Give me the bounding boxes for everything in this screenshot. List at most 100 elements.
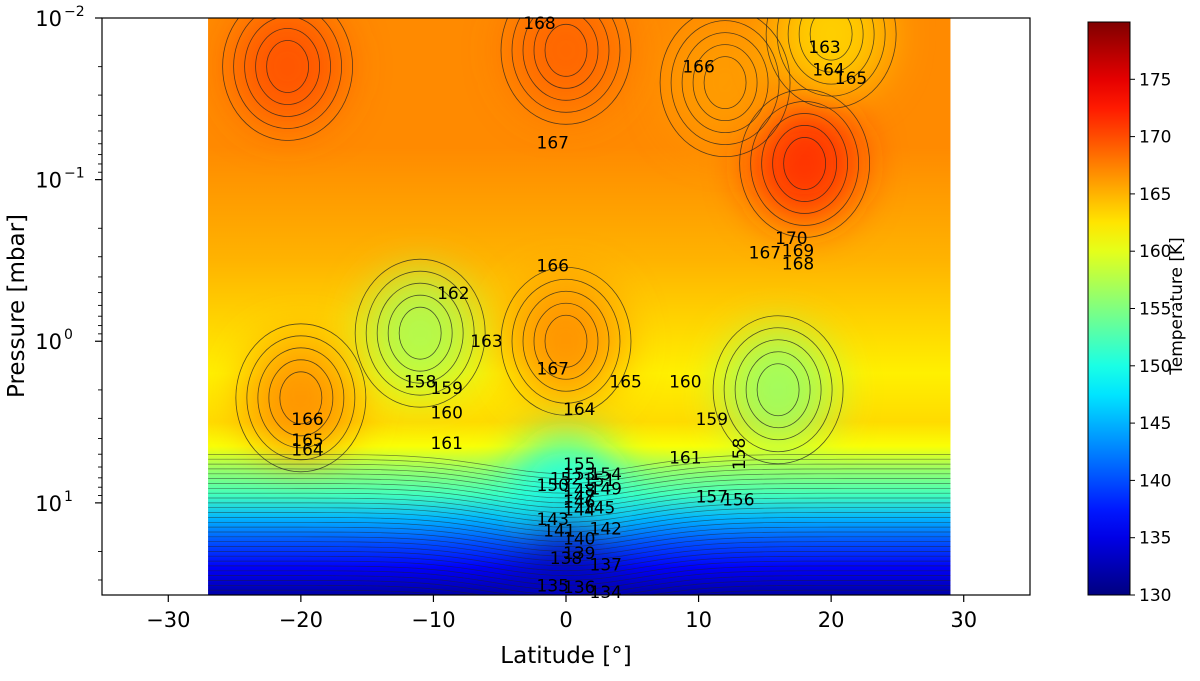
isotherm-line (208, 483, 951, 504)
contour-line (354, 258, 486, 408)
isotherm-line (208, 487, 951, 509)
contour-label: 134 (590, 583, 622, 603)
contour-line (544, 23, 588, 77)
contour-line (522, 18, 610, 101)
contour-line (692, 44, 758, 122)
isotherm-line (208, 502, 951, 523)
contour-line (544, 314, 588, 368)
contour-line (246, 335, 356, 461)
contour-label: 138 (550, 549, 582, 569)
isotherm-line (208, 570, 951, 591)
y-tick-label: 10 (35, 169, 62, 193)
contour-line (809, 18, 853, 61)
contour-label: 165 (609, 373, 641, 393)
contour-label: 158 (730, 438, 750, 470)
contour-label: 167 (537, 360, 569, 380)
contour-label: 154 (590, 465, 622, 485)
contour-label: 162 (437, 284, 469, 304)
isotherm-line (208, 517, 951, 538)
temperature-feature (365, 273, 476, 394)
contour-label: 155 (563, 455, 595, 475)
contour-line (500, 18, 632, 125)
contour-label: 139 (563, 544, 595, 564)
isotherm-line (208, 565, 951, 586)
contour-line (222, 18, 353, 141)
contour-label: 146 (563, 492, 595, 512)
isotherm-line (208, 497, 951, 518)
contour-line (387, 294, 453, 372)
y-axis-label: Pressure [mbar] (4, 214, 30, 398)
contour-label: 163 (470, 332, 502, 352)
y-tick-exponent: 0 (64, 327, 73, 343)
contour-line (257, 347, 345, 449)
contour-label: 168 (782, 255, 814, 275)
isotherm-line (208, 463, 951, 484)
contour-line (703, 56, 747, 110)
contour-line (783, 137, 827, 190)
contour-label: 137 (590, 555, 622, 575)
contour-line (734, 339, 822, 441)
contour-label: 164 (812, 61, 844, 81)
temperature-feature (776, 18, 887, 95)
contour-line (670, 20, 780, 146)
contour-label: 160 (430, 403, 462, 423)
isotherm-line (208, 526, 951, 547)
contour-label: 161 (669, 449, 701, 469)
contour-line (233, 18, 342, 129)
contour-label: 167 (537, 133, 569, 153)
contour-line (511, 278, 621, 404)
contour-label: 170 (775, 229, 807, 249)
colorbar-tick-label: 155 (1139, 300, 1171, 320)
contour-line (522, 290, 610, 392)
temperature-feature (511, 18, 621, 111)
isotherm-bands (208, 454, 951, 595)
y-tick-label: 10 (35, 492, 62, 516)
contour-label: 156 (722, 491, 754, 511)
contour-line (787, 18, 875, 85)
isotherm-line (208, 589, 951, 595)
contour-label: 166 (291, 410, 323, 430)
isotherm-line (208, 468, 951, 489)
contour-line (266, 40, 310, 93)
contour-line (255, 28, 321, 105)
colorbar-tick-label: 165 (1139, 185, 1171, 205)
colorbar-tick-label: 130 (1139, 586, 1171, 606)
contour-label: 157 (696, 487, 728, 507)
x-tick-label: −20 (279, 608, 323, 632)
contour-label: 163 (808, 38, 840, 58)
contour-label: 159 (696, 410, 728, 430)
contour-line (533, 302, 599, 380)
y-tick-exponent: 1 (64, 489, 73, 505)
plot-area (208, 18, 951, 595)
contour-line (659, 18, 791, 158)
isotherm-line (208, 512, 951, 533)
contour-label: 166 (537, 256, 569, 276)
contour-label: 151 (583, 471, 615, 491)
colorbar: 130 135 140 145 150 155 160 165 170 175 (1087, 21, 1171, 606)
contour-label: 142 (590, 520, 622, 540)
x-tick-label: −30 (146, 608, 190, 632)
contour-label: 135 (537, 576, 569, 596)
contour-label: 149 (590, 479, 622, 499)
contour-line (776, 18, 886, 97)
contour-label: 153 (563, 465, 595, 485)
isotherm-line (208, 531, 951, 552)
contour-line (745, 351, 811, 429)
isotherm-line (208, 454, 951, 475)
temperature-feature (511, 434, 621, 555)
isotherm-line (208, 584, 951, 595)
contour-label: 148 (563, 481, 595, 501)
temperature-feature (723, 329, 834, 450)
contour-line (244, 18, 331, 117)
contour-label: 150 (537, 476, 569, 496)
contour-label: 165 (291, 431, 323, 451)
isotherm-line (208, 492, 951, 513)
temperature-feature (749, 103, 860, 224)
isotherm-line (208, 541, 951, 562)
contour-label: 143 (537, 510, 569, 530)
contour-line (761, 113, 849, 214)
y-tick-label: 10 (35, 330, 62, 354)
contour-label: 164 (291, 441, 323, 461)
